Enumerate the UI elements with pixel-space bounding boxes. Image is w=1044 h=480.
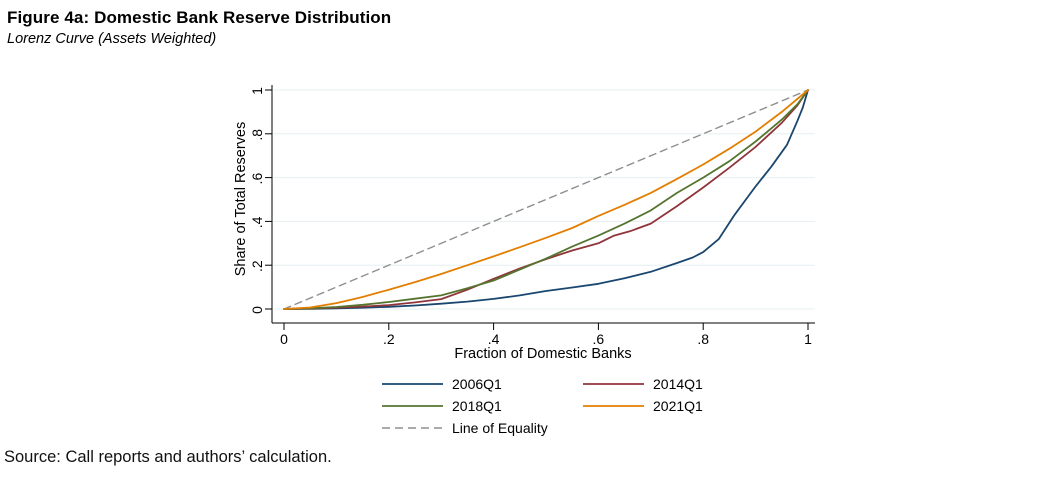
legend-line-sample-2021q1 <box>583 404 644 407</box>
x-tick-label-.8: .8 <box>697 331 709 347</box>
legend-label-2018q1: 2018Q1 <box>452 397 502 414</box>
series-line-2018q1 <box>283 89 809 310</box>
legend-label-2014q1: 2014Q1 <box>653 375 703 392</box>
legend-item-2006q1: 2006Q1 <box>382 376 583 391</box>
series-line-2014q1 <box>283 89 809 310</box>
y-tick-label-.8: .8 <box>249 129 265 141</box>
axes <box>265 85 815 330</box>
y-axis-title: Share of Total Reserves <box>233 122 249 276</box>
series-line-line-of-equality <box>283 89 809 310</box>
series-line-2006q1 <box>283 89 809 310</box>
legend-label-2021q1: 2021Q1 <box>653 397 703 414</box>
x-tick-label-1: 1 <box>804 331 812 347</box>
figure-subtitle: Lorenz Curve (Assets Weighted) <box>7 31 217 47</box>
chart-legend: 2006Q1 2014Q1 2018Q1 2021Q1 Line of Equality <box>382 376 703 435</box>
tick-labels: 0 .2 .4 .6 .8 1 0 .2 .4 .6 .8 1 <box>249 87 812 347</box>
legend-label-line-of-equality: Line of Equality <box>452 419 548 436</box>
y-tick-label-.4: .4 <box>249 216 265 228</box>
source-note: Source: Call reports and authors’ calcul… <box>4 448 332 466</box>
x-tick-label-.6: .6 <box>593 331 605 347</box>
legend-line-sample-2018q1 <box>382 404 443 407</box>
x-tick-label-0: 0 <box>280 331 288 347</box>
figure-title: Figure 4a: Domestic Bank Reserve Distrib… <box>7 8 392 27</box>
y-tick-label-1: 1 <box>249 87 265 95</box>
legend-item-2014q1: 2014Q1 <box>583 376 703 391</box>
y-tick-label-0: 0 <box>249 306 265 314</box>
y-tick-label-.2: .2 <box>249 260 265 272</box>
legend-line-sample-2014q1 <box>583 382 644 385</box>
legend-item-2018q1: 2018Q1 <box>382 398 583 413</box>
chart-series <box>283 89 809 310</box>
x-axis-title: Fraction of Domestic Banks <box>454 346 631 362</box>
x-tick-label-.4: .4 <box>488 331 500 347</box>
legend-label-2006q1: 2006Q1 <box>452 375 502 392</box>
y-tick-label-.6: .6 <box>249 173 265 185</box>
legend-item-2021q1: 2021Q1 <box>583 398 703 413</box>
series-line-2021q1 <box>283 89 809 310</box>
legend-item-line-of-equality: Line of Equality <box>382 420 583 435</box>
legend-line-sample-2006q1 <box>382 382 443 385</box>
legend-line-sample-line-of-equality <box>382 426 443 429</box>
gridlines <box>273 89 815 310</box>
x-tick-label-.2: .2 <box>383 331 395 347</box>
